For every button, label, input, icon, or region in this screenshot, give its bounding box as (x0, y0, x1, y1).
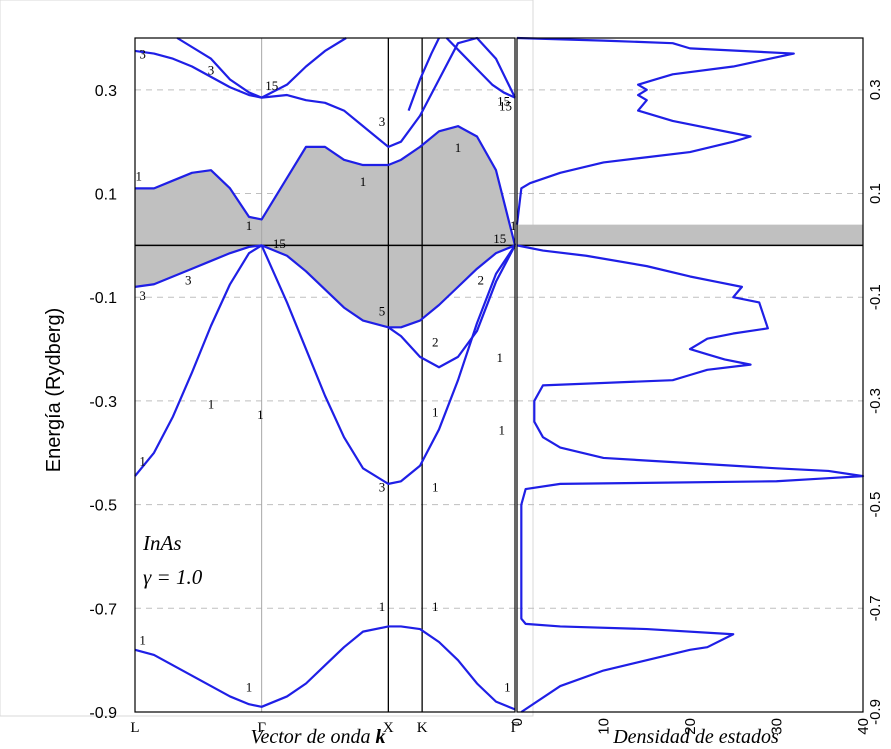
k-point-label: K (417, 720, 428, 736)
dos-energy-tick-label: -0.5 (867, 492, 884, 518)
band-x-axis-label-text: Vector de onda (251, 726, 376, 748)
band-label: 3 (139, 288, 146, 303)
band-label: 3 (185, 272, 192, 287)
band-label: 15 (499, 99, 512, 114)
dos-tick-label: 0 (509, 718, 526, 726)
y-axis-label: Energía (Rydberg) (43, 308, 65, 473)
band-label: 1 (246, 679, 253, 694)
band-curves (134, 36, 517, 711)
dos-gap-rect (517, 224, 863, 246)
dos-plot-frame (516, 37, 864, 713)
band-x-axis-label-bold: k (375, 726, 385, 748)
band-label: 1 (139, 633, 146, 648)
band-label: 15 (493, 231, 506, 246)
dos-curve (516, 244, 865, 713)
valence-shade (135, 245, 515, 328)
symmetry-lines (135, 38, 515, 712)
dos-curve (515, 36, 795, 225)
band-curve (134, 244, 263, 477)
dos-panel: 0 10 20 30 40 0.3 0.1 -0.1 -0.3 -0.5 -0.7 -0.9 (509, 36, 884, 735)
band-curve (134, 36, 516, 148)
band-label: 1 (257, 407, 264, 422)
band-curve (134, 244, 516, 329)
dos-energy-tick-label: -0.9 (867, 699, 884, 725)
band-shaded-region (135, 126, 515, 328)
band-label: 1 (379, 599, 386, 614)
band-curve (176, 37, 263, 99)
band-label: 3 (208, 62, 215, 77)
band-label: 15 (273, 236, 286, 251)
band-curve (407, 37, 440, 111)
k-point-label: X (383, 720, 394, 736)
energy-tick-label: -0.1 (89, 290, 117, 307)
k-point-label: L (130, 720, 139, 736)
band-curve (135, 125, 517, 246)
energy-tick-label: 0.3 (95, 83, 117, 100)
dos-energy-tick-label: -0.7 (867, 595, 884, 621)
band-label: 1 (432, 599, 439, 614)
dos-tick-label: 20 (682, 718, 699, 735)
dos-energy-ticks: 0.3 0.1 -0.1 -0.3 -0.5 -0.7 -0.9 (867, 79, 884, 725)
band-label: 3 (139, 47, 146, 62)
band-label: 3 (379, 114, 386, 129)
dos-axis-ticks: 0 10 20 30 40 (509, 718, 872, 735)
material-annotation: InAs (142, 531, 182, 555)
energy-tick-label: -0.3 (89, 394, 117, 411)
dos-energy-tick-label: 0.3 (867, 79, 884, 100)
conduction-shade (135, 126, 515, 246)
band-curve (261, 37, 347, 99)
band-label: 1 (246, 218, 253, 233)
k-point-label: Γ (511, 720, 520, 736)
chart-area-border (0, 0, 534, 717)
band-label: 1 (498, 423, 505, 438)
dos-gap-shading (517, 224, 863, 247)
dos-energy-tick-label: -0.3 (867, 388, 884, 414)
band-plot-frame (134, 37, 516, 713)
band-label: 1 (139, 454, 146, 469)
band-label: 1 (432, 480, 439, 495)
energy-tick-label: -0.9 (89, 705, 117, 722)
dos-tick-label: 10 (596, 718, 613, 735)
band-label: 1 (432, 404, 439, 419)
band-label: 1 (136, 169, 143, 184)
energy-axis-ticks: -0.9 -0.7 -0.5 -0.3 -0.1 0.1 0.3 (89, 83, 117, 722)
gamma-annotation: γ = 1.0 (143, 565, 203, 589)
band-label: 1 (497, 350, 504, 365)
band-curve (134, 625, 516, 711)
band-x-axis-label: Vector de onda k (251, 726, 386, 748)
band-curve (445, 37, 516, 99)
band-label: 5 (379, 303, 386, 318)
dos-energy-tick-label: 0.1 (867, 183, 884, 204)
band-label: 15 (265, 78, 278, 93)
band-label: 2 (478, 272, 485, 287)
dos-x-axis-label: Densidad de estados (612, 726, 779, 748)
energy-tick-label: 0.1 (95, 187, 117, 204)
dos-tick-label: 30 (769, 718, 786, 735)
band-label: 1 (208, 397, 215, 412)
band-label: 1 (455, 140, 462, 155)
band-label: 1 (360, 174, 367, 189)
band-label: 1 (504, 679, 511, 694)
band-label: 3 (379, 480, 386, 495)
band-curve (260, 244, 516, 485)
dos-energy-tick-label: -0.1 (867, 284, 884, 310)
band-curve (387, 244, 516, 369)
band-label: 2 (432, 334, 439, 349)
energy-tick-label: -0.7 (89, 601, 117, 618)
dos-curves (515, 36, 865, 713)
band-label: 1 (510, 218, 517, 233)
energy-tick-label: -0.5 (89, 498, 117, 515)
k-point-label: Γ (257, 720, 266, 736)
dos-tick-label: 40 (855, 718, 872, 735)
band-label: 15 (497, 93, 510, 108)
